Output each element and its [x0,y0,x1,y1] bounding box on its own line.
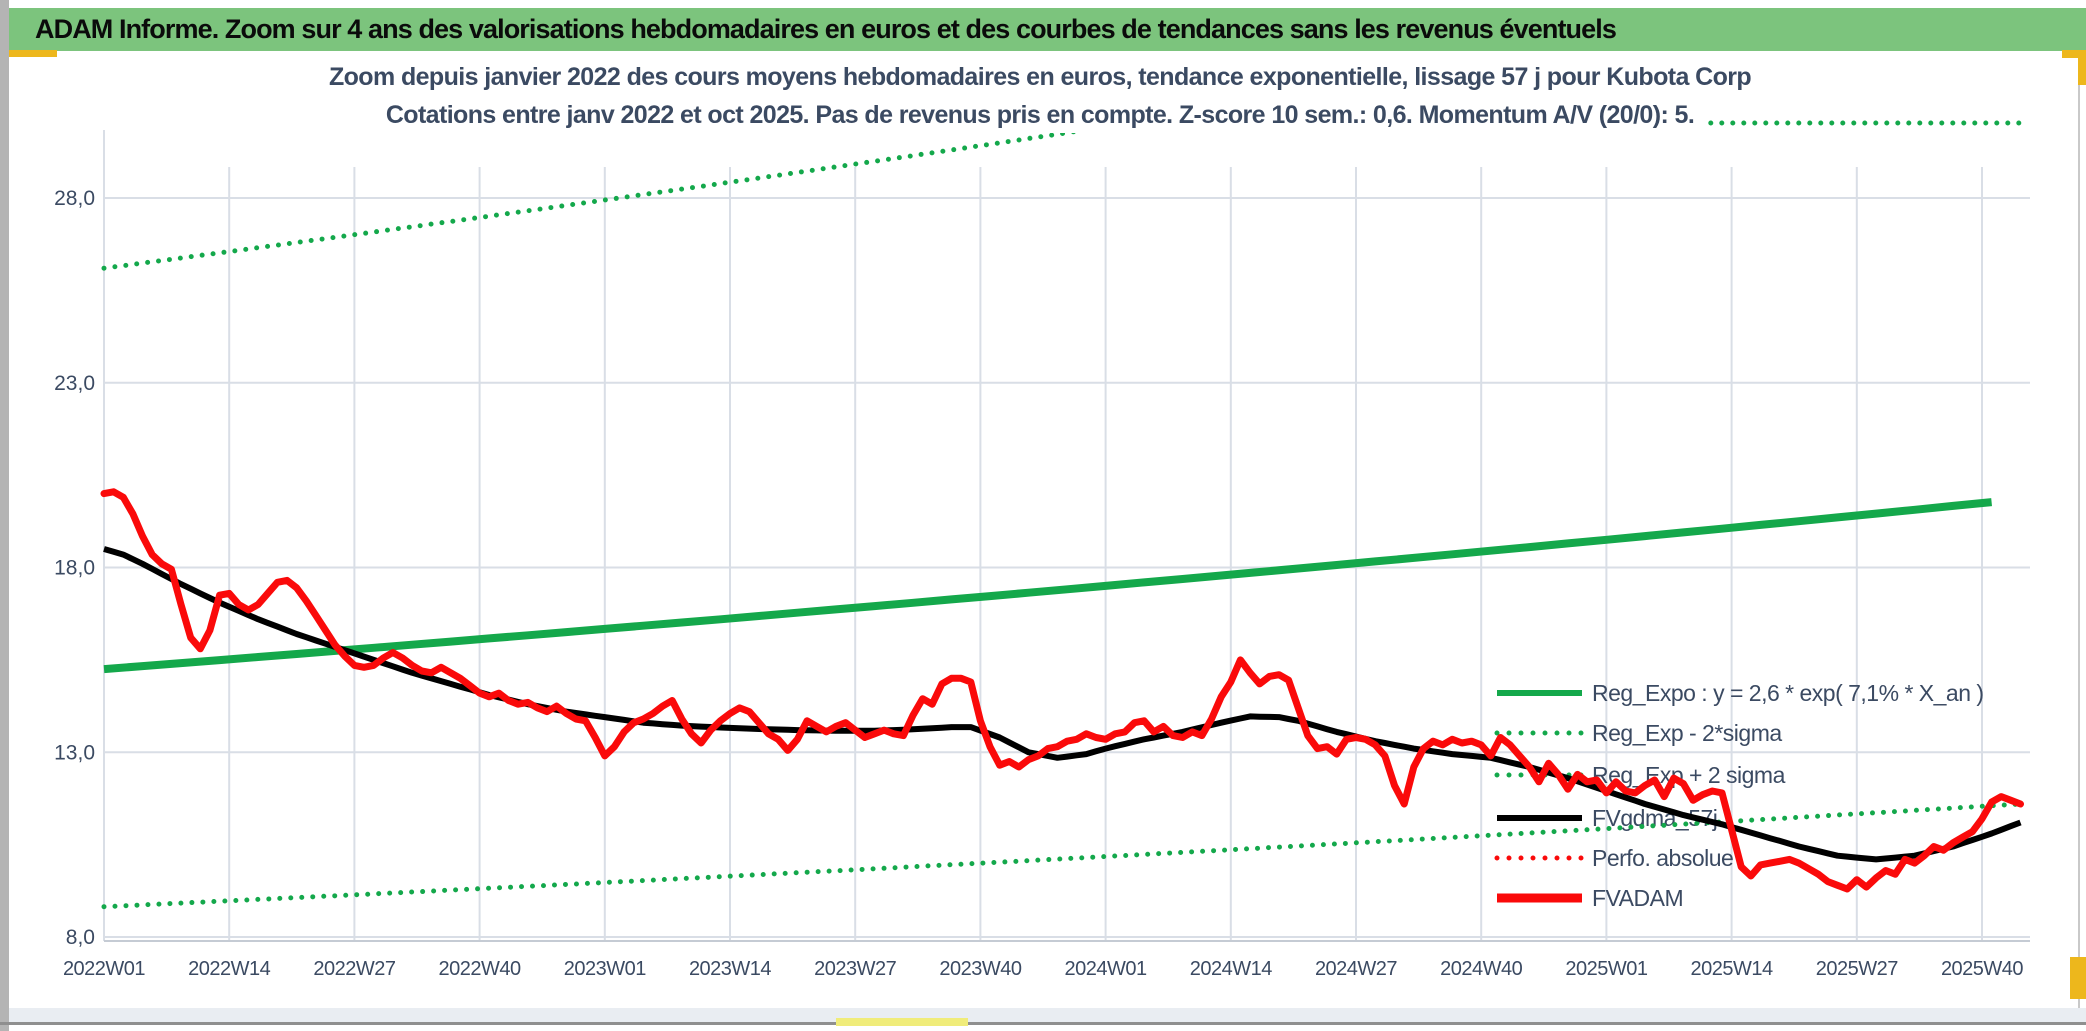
x-tick-label: 2023W14 [689,958,771,980]
x-gridlines-and-labels: 2022W01 2022W14 2022W27 2022W40 2023W01 2023W… [63,130,2030,980]
legend-label: Reg_Exp + 2 sigma [1592,762,1786,788]
x-tick-label: 2022W40 [439,958,521,980]
banner-title: ADAM Informe. Zoom sur 4 ans des valoris… [35,14,1617,44]
y-gridlines-and-labels: 28,0 23,0 18,0 13,0 8,0 [54,187,2030,949]
series-fvgdma-57j [103,546,2022,863]
banner: ADAM Informe. Zoom sur 4 ans des valoris… [9,8,2086,51]
series-reg-expo [103,498,1992,674]
selection-handle-top-left[interactable] [9,50,57,57]
x-tick-label: 2023W40 [939,958,1021,980]
x-tick-label: 2024W14 [1190,958,1272,980]
legend-label: Reg_Exp - 2*sigma [1592,720,1782,746]
x-tick-label: 2025W27 [1816,958,1898,980]
selection-handle-bottom-right[interactable] [2070,957,2086,999]
series-lower-sigma-band [101,801,2023,910]
window-bottom-edge [0,1022,2086,1025]
x-tick-label: 2025W01 [1565,958,1647,980]
x-tick-label: 2024W27 [1315,958,1397,980]
legend-label: Perfo. absolue [1592,845,1733,871]
chart-object-right-border [2078,51,2080,1008]
top-margin [9,0,2086,8]
bottom-selection-mark[interactable] [836,1018,968,1026]
y-tick-label: 8,0 [66,926,95,949]
x-tick-label: 2025W14 [1691,958,1773,980]
x-tick-label: 2023W27 [814,958,896,980]
chart-title-line-2: Cotations entre janv 2022 et oct 2025. P… [371,98,1709,133]
selection-handle-top-right[interactable] [2062,50,2086,58]
x-tick-label: 2022W01 [63,958,145,980]
legend: Reg_Expo : y = 2,6 * exp( 7,1% * X_an ) R… [1494,680,1984,911]
chart-title-line-1: Zoom depuis janvier 2022 des cours moyen… [314,60,1766,95]
bottom-scroll-band[interactable] [9,1008,2086,1022]
x-tick-label: 2023W01 [564,958,646,980]
y-tick-label: 28,0 [54,187,95,210]
y-tick-label: 13,0 [54,741,95,764]
selection-handle-top-right-side[interactable] [2078,55,2086,85]
x-tick-label: 2025W40 [1941,958,2023,980]
x-tick-label: 2024W01 [1065,958,1147,980]
x-tick-label: 2024W40 [1440,958,1522,980]
y-tick-label: 18,0 [54,557,95,580]
legend-label: FVADAM [1592,885,1683,911]
x-tick-label: 2022W14 [188,958,270,980]
x-tick-label: 2022W27 [313,958,395,980]
y-tick-label: 23,0 [54,372,95,395]
left-edge-strip [0,0,9,1031]
series-fvadam [100,488,2024,893]
series-upper-sigma-band [101,120,2023,271]
legend-label: Reg_Expo : y = 2,6 * exp( 7,1% * X_an ) [1592,680,1984,706]
